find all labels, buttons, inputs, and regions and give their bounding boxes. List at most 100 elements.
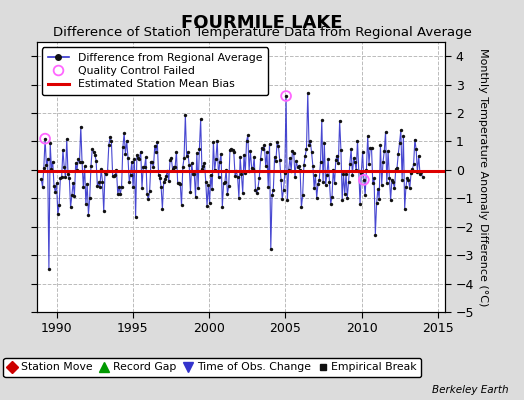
Point <box>320 140 329 146</box>
Point <box>396 139 404 146</box>
Point <box>270 154 279 160</box>
Point <box>166 157 174 164</box>
Point <box>403 174 411 181</box>
Point <box>53 211 62 218</box>
Point <box>299 192 307 198</box>
Point <box>171 164 179 170</box>
Point <box>285 167 293 174</box>
Text: Difference of Station Temperature Data from Regional Average: Difference of Station Temperature Data f… <box>52 26 472 39</box>
Point <box>375 196 384 202</box>
Point <box>281 170 289 176</box>
Point <box>288 148 297 154</box>
Point <box>412 146 420 153</box>
Point <box>351 159 359 165</box>
Point <box>260 142 269 149</box>
Point <box>274 143 282 150</box>
Point <box>291 174 299 180</box>
Point <box>311 172 320 178</box>
Point <box>47 166 56 172</box>
Point <box>141 154 150 160</box>
Point <box>411 136 419 143</box>
Point <box>137 148 145 155</box>
Point <box>205 200 214 206</box>
Point <box>334 160 343 166</box>
Point <box>62 136 71 142</box>
Point <box>50 183 58 189</box>
Point <box>212 155 220 162</box>
Point <box>249 166 257 173</box>
Point <box>226 146 234 153</box>
Point <box>338 196 346 203</box>
Point <box>282 93 290 99</box>
Point <box>148 159 156 165</box>
Point <box>194 185 202 191</box>
Point <box>238 190 247 196</box>
Point <box>276 156 284 163</box>
Point <box>143 191 151 197</box>
Point <box>241 170 249 176</box>
Point <box>377 181 386 188</box>
Point <box>243 138 251 144</box>
Point <box>124 154 132 161</box>
Point <box>162 172 170 179</box>
Point <box>150 143 159 149</box>
Point <box>208 186 216 192</box>
Point <box>397 127 405 133</box>
Point <box>125 179 134 185</box>
Point <box>319 179 328 185</box>
Point <box>103 168 112 174</box>
Point <box>398 177 406 184</box>
Point <box>59 147 67 153</box>
Point <box>230 149 238 156</box>
Point <box>91 152 99 158</box>
Point <box>315 177 323 183</box>
Point <box>182 153 191 159</box>
Point <box>120 130 128 136</box>
Point <box>152 148 160 155</box>
Point <box>149 164 158 171</box>
Point <box>213 138 222 144</box>
Point <box>191 194 200 200</box>
Point <box>71 160 80 166</box>
Point <box>158 206 167 212</box>
Point <box>301 153 309 159</box>
Point <box>355 168 363 174</box>
Point <box>77 124 85 130</box>
Point <box>42 162 50 168</box>
Point <box>222 167 231 173</box>
Point <box>217 150 225 157</box>
Point <box>418 174 427 180</box>
Point <box>286 155 294 161</box>
Point <box>126 171 135 178</box>
Point <box>321 182 330 188</box>
Point <box>333 152 341 159</box>
Point <box>388 176 396 183</box>
Point <box>348 172 357 178</box>
Point <box>300 162 308 168</box>
Point <box>332 156 340 163</box>
Point <box>168 166 177 173</box>
Point <box>342 170 350 177</box>
Text: Berkeley Earth: Berkeley Earth <box>432 385 508 395</box>
Point <box>296 167 304 174</box>
Point <box>70 192 79 199</box>
Point <box>118 144 127 150</box>
Point <box>64 171 72 177</box>
Point <box>135 156 144 162</box>
Point <box>282 93 290 99</box>
Point <box>373 200 381 206</box>
Point <box>79 184 88 191</box>
Point <box>78 159 86 166</box>
Point <box>329 166 337 173</box>
Point <box>74 156 82 162</box>
Legend: Station Move, Record Gap, Time of Obs. Change, Empirical Break: Station Move, Record Gap, Time of Obs. C… <box>4 358 421 377</box>
Point <box>309 163 317 169</box>
Point <box>110 173 118 180</box>
Point <box>167 155 176 162</box>
Point <box>303 90 312 96</box>
Point <box>175 180 183 186</box>
Point <box>185 162 193 168</box>
Point <box>134 155 143 161</box>
Point <box>215 158 224 165</box>
Point <box>38 184 47 190</box>
